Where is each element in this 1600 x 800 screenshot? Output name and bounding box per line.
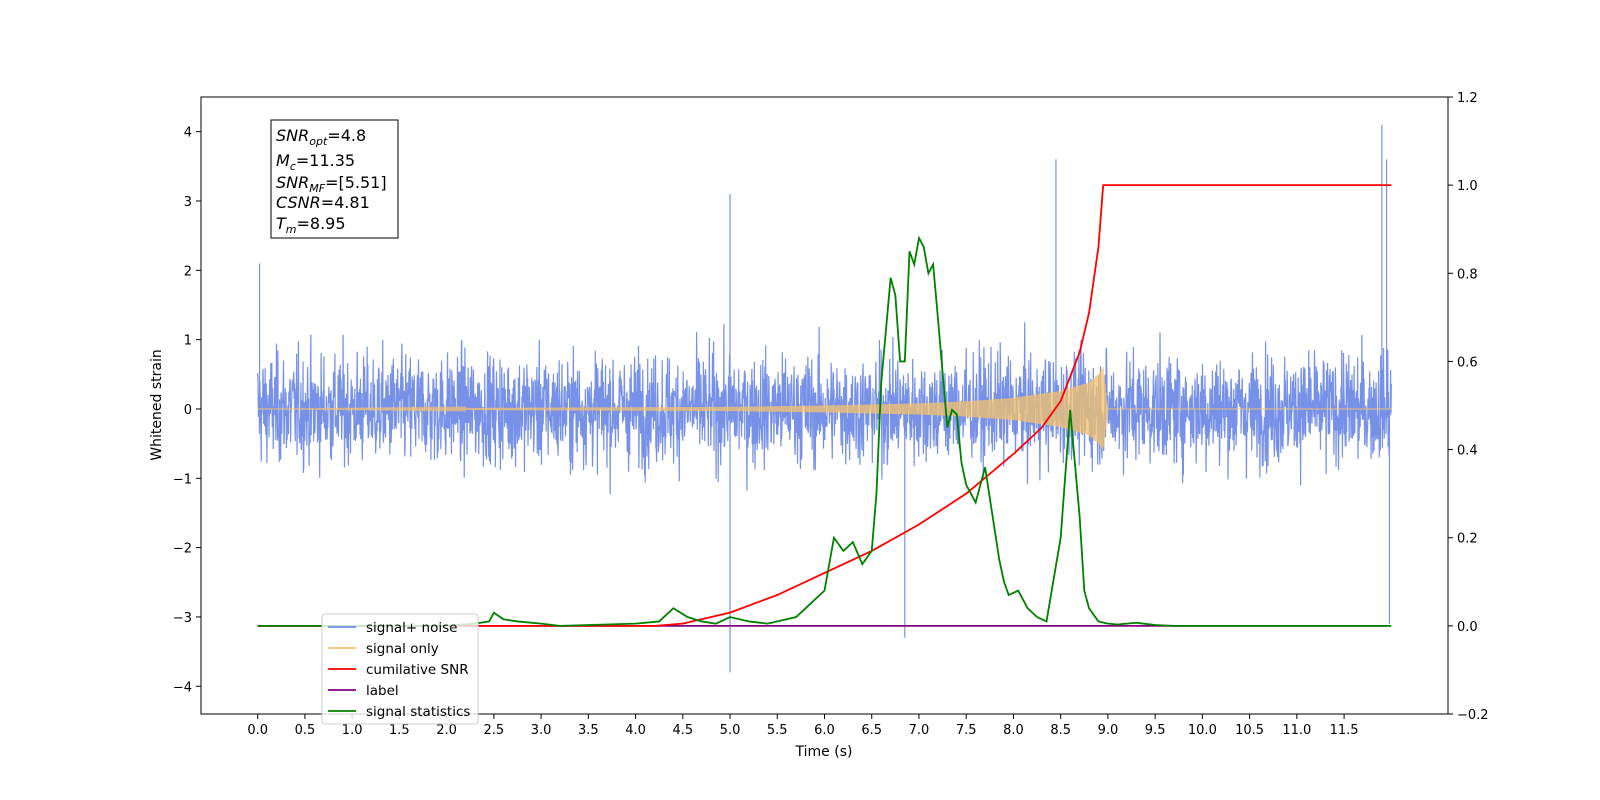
x-tick-label: 1.5: [389, 723, 410, 738]
x-tick-label: 1.0: [342, 723, 363, 738]
legend-item-signal-noise: signal+ noise: [328, 620, 457, 636]
legend-label: cumilative SNR: [366, 662, 469, 678]
x-tick-label: 6.5: [861, 723, 882, 738]
series-signal-statistics: [257, 235, 1392, 627]
x-tick-label: 10.0: [1188, 723, 1217, 738]
x-tick-label: 3.5: [578, 723, 599, 738]
x-tick-label: 9.5: [1145, 723, 1166, 738]
info-snr-mf: SNRMF=[5.51]: [276, 173, 387, 195]
y-left-tick-label: −3: [173, 611, 192, 626]
y-right-tick-label: 1.0: [1457, 179, 1478, 194]
x-tick-label: 7.5: [956, 723, 977, 738]
x-tick-label: 8.0: [1003, 723, 1024, 738]
legend-item-signal-only: signal only: [328, 641, 439, 657]
y-left-tick-label: −4: [173, 680, 192, 695]
y-left-tick-label: −2: [173, 542, 192, 557]
x-tick-label: 5.5: [767, 723, 788, 738]
plot-area: [257, 124, 1392, 673]
y-right-tick-label: 0.0: [1457, 620, 1478, 635]
x-tick-label: 4.5: [672, 723, 693, 738]
info-snr-opt: SNRopt=4.8: [276, 126, 366, 148]
legend-label: signal+ noise: [366, 620, 457, 636]
y-left-tick-label: 2: [184, 264, 192, 279]
x-axis: 0.0 0.5 1.0 1.5 2.0 2.5 3.0 3.5 4.0 4.5 5.0 5.5 6.0 6…: [247, 714, 1359, 738]
x-tick-label: 0.5: [295, 723, 316, 738]
legend-item-label: label: [328, 683, 399, 699]
x-tick-label: 9.0: [1098, 723, 1119, 738]
y-axis-right: −0.2 0.0 0.2 0.4 0.6 0.8 1.0 1.2: [1448, 91, 1489, 723]
series-signal-plus-noise: [257, 124, 1392, 673]
x-tick-label: 8.5: [1050, 723, 1071, 738]
info-box: SNRopt=4.8 Mc=11.35 SNRMF=[5.51] CSNR=4.…: [270, 119, 399, 239]
x-tick-label: 5.0: [720, 723, 741, 738]
y-right-tick-label: 0.8: [1457, 267, 1478, 282]
legend-item-cumilative-snr: cumilative SNR: [328, 662, 469, 678]
info-csnr: CSNR=4.81: [276, 193, 370, 212]
x-tick-label: 4.0: [625, 723, 646, 738]
info-merger-time: Tm=8.95: [276, 214, 346, 236]
x-tick-label: 6.0: [814, 723, 835, 738]
y-left-tick-label: −1: [173, 472, 192, 487]
y-left-tick-label: 1: [184, 334, 192, 349]
x-tick-label: 11.0: [1282, 723, 1311, 738]
info-box-frame: [270, 119, 399, 239]
y-left-tick-label: 4: [184, 126, 192, 141]
x-axis-label: Time (s): [795, 744, 853, 760]
y-right-tick-label: 0.2: [1457, 532, 1478, 547]
series-cumilative-snr: [257, 184, 1392, 627]
legend: signal+ noise signal only cumilative SNR la…: [321, 613, 479, 725]
x-tick-label: 2.0: [436, 723, 457, 738]
y-right-tick-label: 1.2: [1457, 91, 1478, 106]
legend-label: label: [366, 683, 399, 699]
x-tick-label: 2.5: [484, 723, 505, 738]
legend-frame: [321, 613, 479, 725]
legend-label: signal statistics: [366, 704, 470, 720]
y-right-tick-label: −0.2: [1457, 708, 1489, 723]
y-axis-left: −4 −3 −2 −1 0 1 2 3 4: [173, 126, 201, 695]
series-signal-only: [257, 367, 1392, 450]
info-chirp-mass: Mc=11.35: [276, 151, 355, 173]
y-right-tick-label: 0.6: [1457, 355, 1478, 370]
x-tick-label: 10.5: [1235, 723, 1264, 738]
y-right-tick-label: 0.4: [1457, 444, 1478, 459]
y-axis-label: Whitened strain: [149, 349, 165, 460]
y-left-tick-label: 3: [184, 195, 192, 210]
x-tick-label: 3.0: [531, 723, 552, 738]
x-tick-label: 0.0: [247, 723, 268, 738]
x-tick-label: 11.5: [1330, 723, 1359, 738]
legend-item-signal-statistics: signal statistics: [328, 704, 470, 720]
x-tick-label: 7.0: [909, 723, 930, 738]
y-left-tick-label: 0: [184, 403, 192, 418]
legend-label: signal only: [366, 641, 439, 657]
